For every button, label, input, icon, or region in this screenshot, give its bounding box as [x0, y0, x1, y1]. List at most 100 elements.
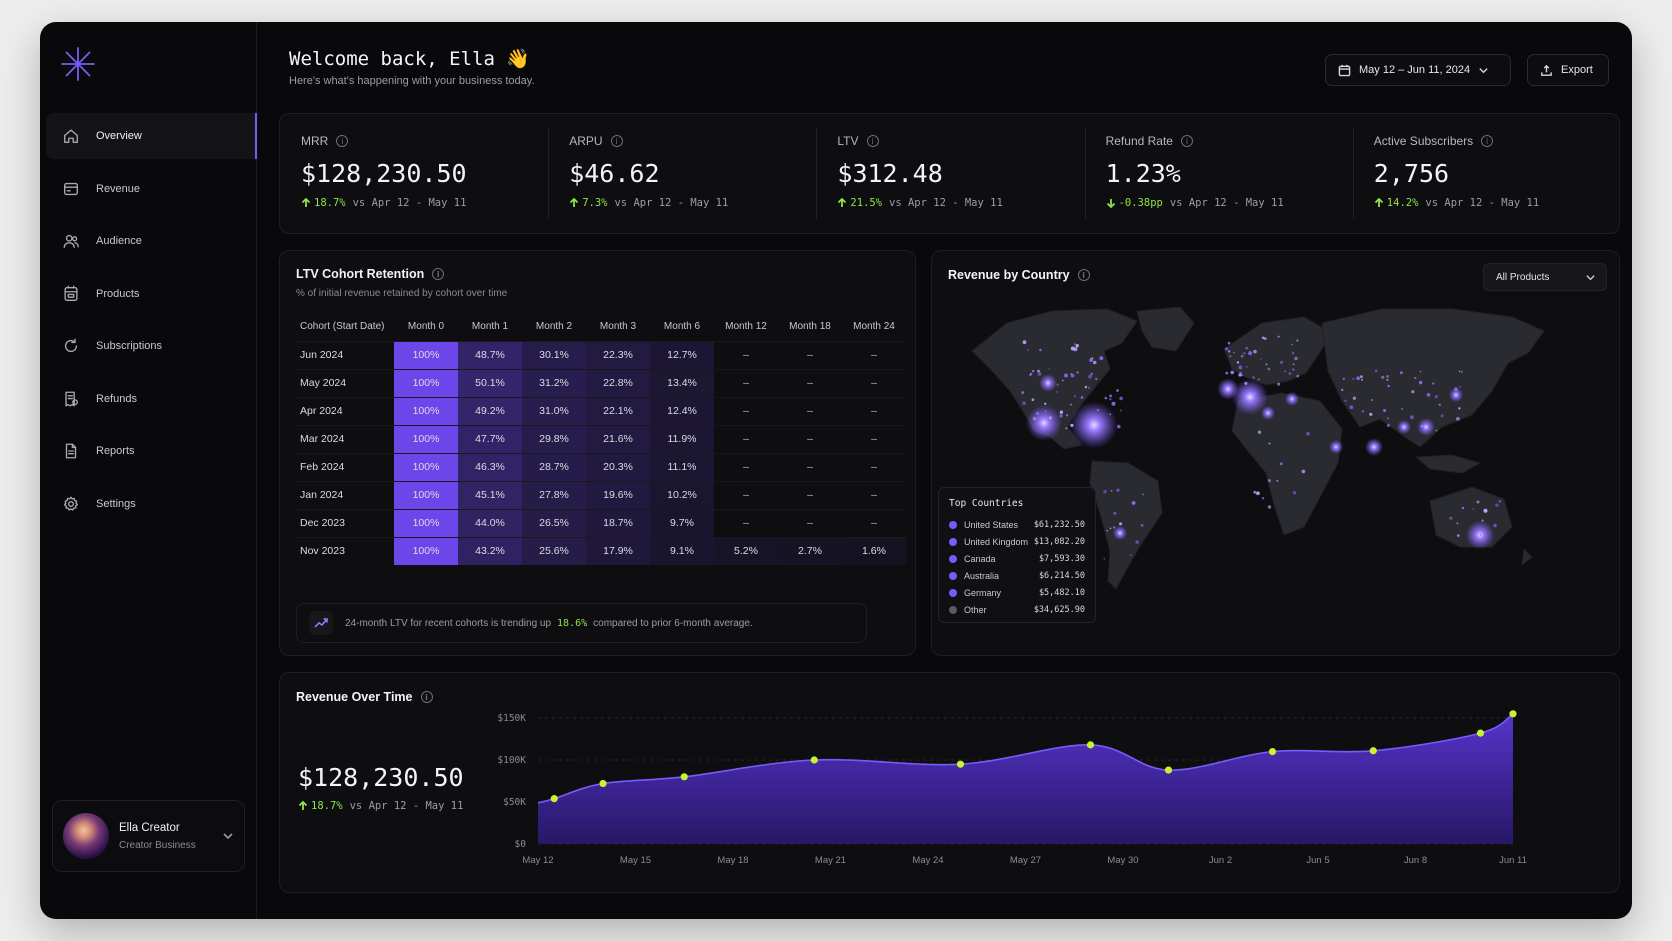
data-point[interactable] [1509, 710, 1517, 718]
retention-cell[interactable]: – [778, 480, 842, 509]
logo-icon[interactable] [60, 46, 96, 82]
revenue-hotspot[interactable] [1026, 405, 1062, 441]
data-point[interactable] [1086, 741, 1095, 749]
info-icon[interactable]: i [420, 691, 433, 703]
retention-cell[interactable]: – [778, 452, 842, 481]
retention-cell[interactable]: 100% [394, 480, 458, 509]
retention-cell[interactable]: – [714, 424, 778, 453]
retention-cell[interactable]: – [714, 452, 778, 481]
info-icon[interactable]: i [866, 135, 879, 147]
retention-cell[interactable]: 17.9% [586, 536, 650, 565]
info-icon[interactable]: i [610, 135, 623, 147]
legend-item[interactable]: Germany $5,482.10 [949, 584, 1085, 601]
retention-cell[interactable]: – [778, 396, 842, 425]
data-point[interactable] [1164, 766, 1173, 774]
retention-cell[interactable]: 31.0% [522, 396, 586, 425]
retention-cell[interactable]: – [714, 508, 778, 537]
legend-item[interactable]: Other $34,625.90 [949, 601, 1085, 618]
legend-item[interactable]: United Kingdom $13,082.20 [949, 533, 1085, 550]
retention-cell[interactable]: – [842, 396, 906, 425]
retention-cell[interactable]: 19.6% [586, 480, 650, 509]
retention-cell[interactable]: 27.8% [522, 480, 586, 509]
retention-cell[interactable]: 22.1% [586, 396, 650, 425]
retention-cell[interactable]: 100% [394, 508, 458, 537]
retention-cell[interactable]: 9.7% [650, 508, 714, 537]
info-icon[interactable]: i [1180, 135, 1193, 147]
info-icon[interactable]: i [432, 268, 445, 280]
retention-cell[interactable]: 100% [394, 396, 458, 425]
retention-cell[interactable]: – [842, 340, 906, 369]
product-filter-select[interactable]: All Products [1483, 263, 1607, 291]
retention-cell[interactable]: 1.6% [842, 536, 906, 565]
retention-cell[interactable]: 100% [394, 424, 458, 453]
data-point[interactable] [1476, 729, 1485, 737]
retention-cell[interactable]: 22.8% [586, 368, 650, 397]
revenue-hotspot[interactable] [1396, 419, 1412, 435]
info-icon[interactable]: i [1077, 269, 1090, 281]
retention-cell[interactable]: – [714, 368, 778, 397]
data-point[interactable] [550, 795, 558, 803]
retention-cell[interactable]: 12.4% [650, 396, 714, 425]
retention-cell[interactable]: 13.4% [650, 368, 714, 397]
retention-cell[interactable]: 18.7% [586, 508, 650, 537]
retention-cell[interactable]: – [714, 396, 778, 425]
legend-item[interactable]: Australia $6,214.50 [949, 567, 1085, 584]
retention-cell[interactable]: 2.7% [778, 536, 842, 565]
data-point[interactable] [1369, 747, 1377, 755]
revenue-hotspot[interactable] [1260, 405, 1276, 421]
sidebar-item-reports[interactable]: Reports [46, 428, 257, 474]
legend-item[interactable]: Canada $7,593.30 [949, 550, 1085, 567]
retention-cell[interactable]: 5.2% [714, 536, 778, 565]
legend-item[interactable]: United States $61,232.50 [949, 516, 1085, 533]
retention-cell[interactable]: – [842, 452, 906, 481]
sidebar-item-refunds[interactable]: Refunds [46, 376, 257, 422]
retention-cell[interactable]: 45.1% [458, 480, 522, 509]
retention-cell[interactable]: 50.1% [458, 368, 522, 397]
retention-cell[interactable]: 12.7% [650, 340, 714, 369]
retention-cell[interactable]: 11.1% [650, 452, 714, 481]
retention-cell[interactable]: 25.6% [522, 536, 586, 565]
retention-cell[interactable]: 49.2% [458, 396, 522, 425]
retention-cell[interactable]: – [778, 340, 842, 369]
retention-cell[interactable]: – [714, 340, 778, 369]
retention-cell[interactable]: 48.7% [458, 340, 522, 369]
data-point[interactable] [599, 779, 607, 788]
retention-cell[interactable]: 21.6% [586, 424, 650, 453]
retention-cell[interactable]: – [842, 424, 906, 453]
retention-cell[interactable]: 10.2% [650, 480, 714, 509]
data-point[interactable] [1268, 748, 1277, 756]
date-range-picker[interactable]: May 12 – Jun 11, 2024 [1325, 54, 1511, 86]
revenue-hotspot[interactable] [1417, 418, 1435, 436]
world-map[interactable] [932, 251, 1621, 657]
revenue-hotspot[interactable] [1217, 378, 1239, 400]
retention-cell[interactable]: 20.3% [586, 452, 650, 481]
revenue-hotspot[interactable] [1365, 438, 1383, 456]
retention-cell[interactable]: – [842, 480, 906, 509]
retention-cell[interactable]: 29.8% [522, 424, 586, 453]
user-profile-card[interactable]: Ella Creator Creator Business [52, 800, 245, 872]
data-point[interactable] [956, 760, 965, 768]
retention-cell[interactable]: 100% [394, 536, 458, 565]
revenue-hotspot[interactable] [1284, 391, 1300, 407]
revenue-hotspot[interactable] [1112, 525, 1128, 541]
retention-cell[interactable]: 44.0% [458, 508, 522, 537]
sidebar-item-products[interactable]: Products [46, 271, 257, 317]
retention-cell[interactable]: 11.9% [650, 424, 714, 453]
retention-cell[interactable]: – [778, 368, 842, 397]
retention-cell[interactable]: 26.5% [522, 508, 586, 537]
sidebar-item-audience[interactable]: Audience [46, 218, 257, 264]
retention-cell[interactable]: 28.7% [522, 452, 586, 481]
retention-cell[interactable]: 100% [394, 340, 458, 369]
revenue-hotspot[interactable] [1328, 439, 1344, 455]
revenue-hotspot[interactable] [1448, 387, 1464, 403]
revenue-hotspot[interactable] [1039, 374, 1057, 392]
retention-cell[interactable]: 43.2% [458, 536, 522, 565]
info-icon[interactable]: i [1481, 135, 1494, 147]
data-point[interactable] [680, 773, 688, 781]
retention-cell[interactable]: 100% [394, 452, 458, 481]
retention-cell[interactable]: 47.7% [458, 424, 522, 453]
retention-cell[interactable]: 22.3% [586, 340, 650, 369]
retention-cell[interactable]: 31.2% [522, 368, 586, 397]
chevron-down-icon[interactable] [222, 830, 234, 842]
revenue-area-chart[interactable]: $150K $100K $50K $0 May 12 May 15 May 18 May 21… [280, 673, 1621, 894]
